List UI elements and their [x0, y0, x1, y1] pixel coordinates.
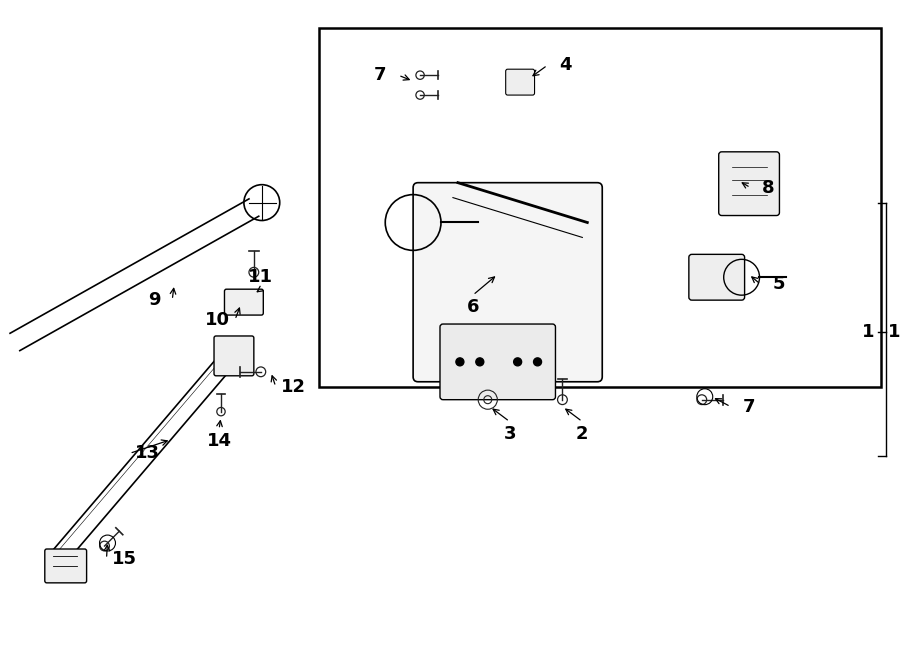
FancyBboxPatch shape [688, 254, 744, 300]
Circle shape [534, 358, 542, 366]
FancyBboxPatch shape [319, 28, 881, 387]
Text: 15: 15 [112, 550, 137, 568]
Text: 5: 5 [772, 275, 785, 293]
Text: 11: 11 [248, 268, 274, 286]
FancyBboxPatch shape [719, 152, 779, 216]
Text: 4: 4 [559, 56, 572, 74]
Circle shape [456, 358, 464, 366]
FancyBboxPatch shape [224, 289, 264, 315]
Text: 12: 12 [281, 378, 306, 396]
Text: 10: 10 [204, 311, 230, 329]
FancyBboxPatch shape [506, 70, 535, 95]
Text: 1: 1 [888, 323, 900, 341]
Text: 8: 8 [762, 179, 775, 197]
Text: 6: 6 [466, 298, 479, 316]
FancyBboxPatch shape [45, 549, 86, 583]
FancyBboxPatch shape [214, 336, 254, 376]
Text: 9: 9 [148, 291, 160, 309]
Text: 3: 3 [503, 424, 516, 442]
FancyBboxPatch shape [440, 324, 555, 400]
Text: 7: 7 [742, 398, 755, 416]
Text: 2: 2 [576, 424, 589, 442]
Circle shape [476, 358, 484, 366]
Text: 14: 14 [206, 432, 231, 451]
Text: 13: 13 [135, 444, 160, 463]
FancyBboxPatch shape [413, 183, 602, 382]
Text: 1: 1 [862, 323, 874, 341]
Circle shape [514, 358, 522, 366]
Text: 7: 7 [374, 66, 386, 84]
